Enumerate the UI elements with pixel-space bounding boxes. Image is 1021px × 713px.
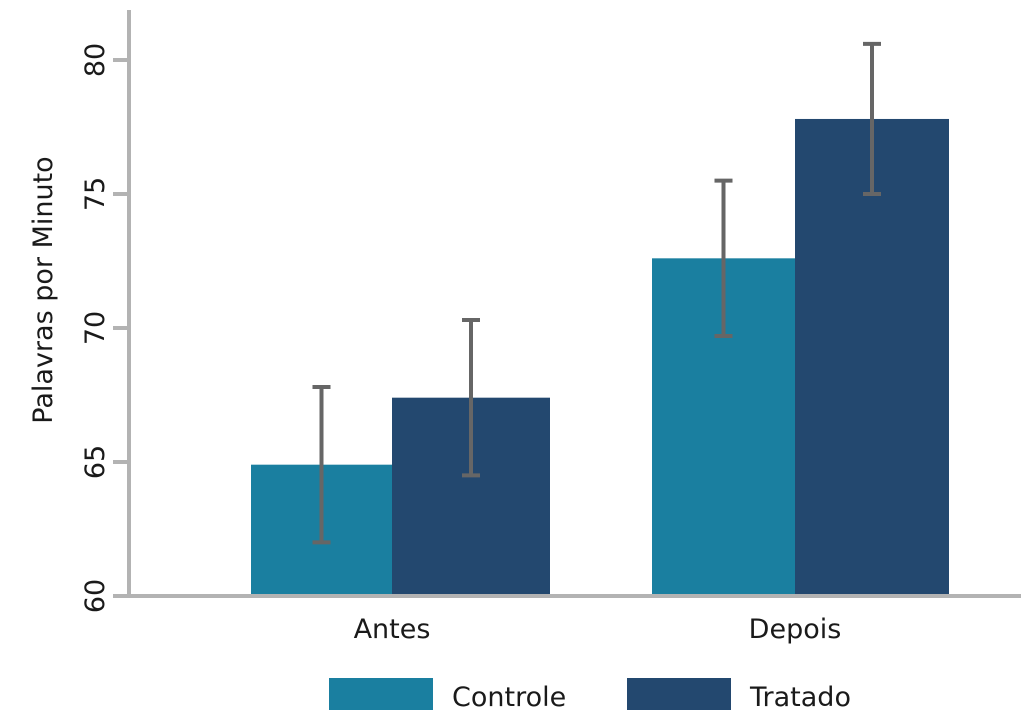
bars: [251, 118, 949, 595]
error-bar-controle-depois: [714, 178, 733, 339]
bar-tratado-depois: [795, 118, 949, 595]
error-bar-tratado-depois: [863, 41, 881, 196]
tick-labels: 60 65 70 75 80 Antes Depois: [80, 43, 841, 645]
x-category-label: Antes: [354, 614, 431, 645]
error-bar-controle-antes: [312, 384, 331, 545]
legend-swatch-controle: [329, 678, 433, 710]
y-tick-label: 60: [80, 579, 111, 613]
legend-label-tratado: Tratado: [749, 682, 851, 713]
error-bars: [312, 41, 881, 545]
y-tick-label: 75: [80, 177, 111, 211]
y-tick-label: 70: [80, 311, 111, 345]
y-tick-label: 65: [80, 445, 111, 479]
legend-label-controle: Controle: [452, 682, 566, 713]
axes: [113, 10, 1021, 598]
y-tick-label: 80: [80, 43, 111, 77]
x-category-label: Depois: [749, 614, 842, 645]
error-bar-tratado-antes: [462, 317, 480, 478]
legend: Controle Tratado: [329, 678, 851, 713]
legend-swatch-tratado: [627, 678, 731, 710]
y-axis-title: Palavras por Minuto: [28, 156, 59, 423]
